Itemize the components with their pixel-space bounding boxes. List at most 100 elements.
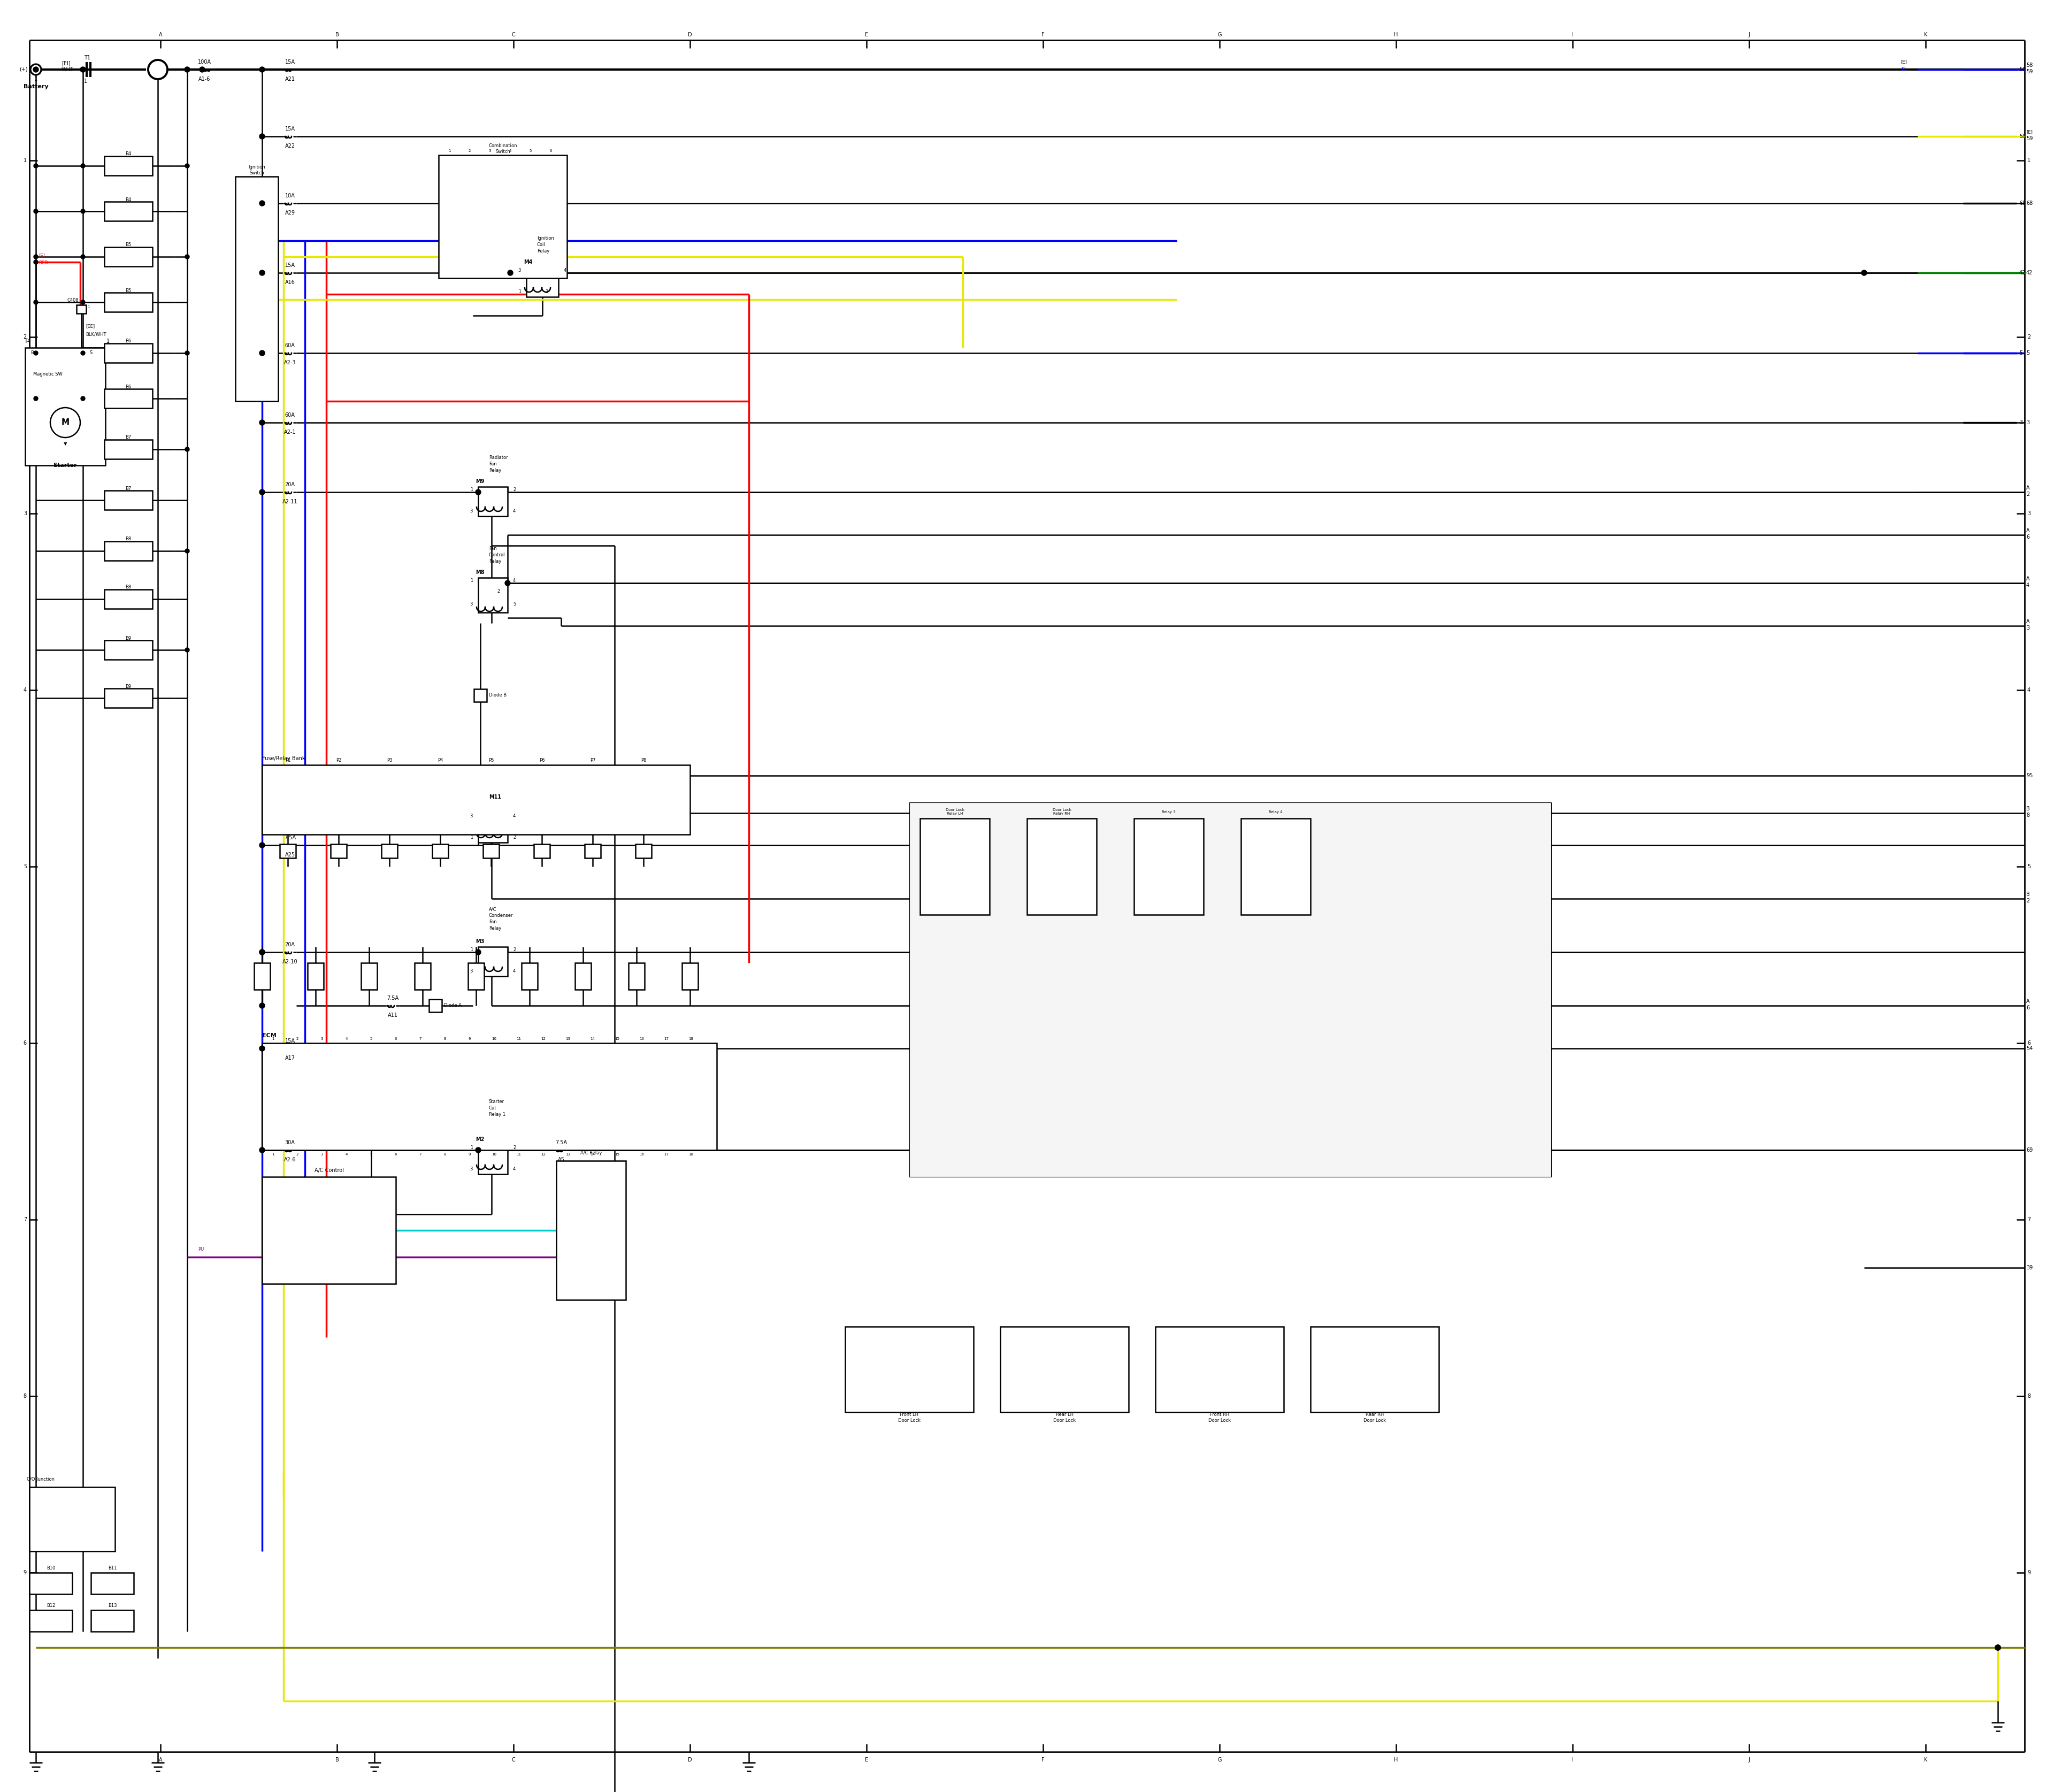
Circle shape xyxy=(477,1147,481,1152)
Text: B6: B6 xyxy=(125,339,131,344)
Text: 3: 3 xyxy=(489,149,491,152)
Text: B9: B9 xyxy=(125,685,131,688)
Text: 3: 3 xyxy=(518,267,522,272)
Bar xyxy=(479,814,507,842)
Bar xyxy=(1241,819,1310,914)
Bar xyxy=(910,803,1551,1177)
Text: A25: A25 xyxy=(286,853,296,858)
Text: 3: 3 xyxy=(470,814,472,819)
Circle shape xyxy=(259,271,265,276)
Text: 9: 9 xyxy=(23,1570,27,1575)
Text: 15A: 15A xyxy=(286,263,296,269)
Text: 1: 1 xyxy=(448,149,450,152)
Text: 1: 1 xyxy=(271,1152,273,1156)
Bar xyxy=(263,1043,717,1150)
Circle shape xyxy=(33,254,37,258)
Text: C: C xyxy=(511,32,516,38)
Circle shape xyxy=(185,548,189,554)
Bar xyxy=(105,156,152,176)
Bar xyxy=(1154,1326,1284,1412)
Circle shape xyxy=(185,254,189,258)
Text: A: A xyxy=(2025,998,2029,1004)
Circle shape xyxy=(80,210,84,213)
Text: 5: 5 xyxy=(2019,351,2023,357)
Bar xyxy=(25,348,105,466)
Circle shape xyxy=(1994,1645,2001,1650)
Circle shape xyxy=(259,1004,265,1009)
Text: E: E xyxy=(865,1758,869,1763)
Text: [EE]: [EE] xyxy=(86,324,94,328)
Bar xyxy=(331,844,347,858)
Text: 7.5A: 7.5A xyxy=(555,1140,567,1145)
Circle shape xyxy=(80,66,86,72)
Text: P2: P2 xyxy=(335,758,341,763)
Text: 59: 59 xyxy=(2025,136,2033,142)
Text: 3: 3 xyxy=(470,1167,472,1172)
Text: 39: 39 xyxy=(2025,1265,2033,1271)
Text: 3: 3 xyxy=(23,511,27,516)
Text: 6: 6 xyxy=(2025,1005,2029,1011)
Text: A: A xyxy=(2025,529,2029,534)
Text: 12: 12 xyxy=(540,1152,546,1156)
Bar xyxy=(29,1611,72,1631)
Text: 59: 59 xyxy=(2019,66,2025,72)
Text: 3: 3 xyxy=(320,1038,322,1041)
Text: Starter: Starter xyxy=(489,1100,505,1104)
Text: Relay: Relay xyxy=(489,926,501,932)
Text: 1: 1 xyxy=(84,79,86,84)
Text: 9: 9 xyxy=(468,1152,470,1156)
Text: M11: M11 xyxy=(489,794,501,799)
Circle shape xyxy=(185,163,189,168)
Text: Front LH
Door Lock: Front LH Door Lock xyxy=(898,1412,920,1423)
Text: 8: 8 xyxy=(444,1152,446,1156)
Text: F: F xyxy=(1041,1758,1045,1763)
Bar xyxy=(415,962,431,989)
Circle shape xyxy=(259,1147,265,1152)
Text: P1: P1 xyxy=(286,758,290,763)
Text: T4: T4 xyxy=(25,339,31,344)
Text: (+): (+) xyxy=(18,66,29,72)
Text: Battery: Battery xyxy=(23,84,49,90)
Text: A2-3: A2-3 xyxy=(283,360,296,366)
Text: K: K xyxy=(1925,32,1927,38)
Bar xyxy=(479,1145,507,1174)
Bar xyxy=(29,1487,115,1552)
Text: T1: T1 xyxy=(84,56,90,61)
Text: B8: B8 xyxy=(125,584,131,590)
Circle shape xyxy=(1994,1645,2001,1650)
Text: A/C Control: A/C Control xyxy=(314,1168,343,1174)
Circle shape xyxy=(33,210,37,213)
Bar xyxy=(105,541,152,561)
Text: 4: 4 xyxy=(2025,582,2029,588)
Text: 7: 7 xyxy=(23,1217,27,1222)
Text: B4: B4 xyxy=(125,152,131,156)
Text: Fan: Fan xyxy=(489,547,497,550)
Text: Ignition: Ignition xyxy=(536,235,555,240)
Text: S: S xyxy=(88,351,92,355)
Circle shape xyxy=(477,489,481,495)
Text: M9: M9 xyxy=(477,478,485,484)
Text: 15A: 15A xyxy=(286,1038,296,1043)
Bar xyxy=(263,765,690,835)
Text: B: B xyxy=(335,1758,339,1763)
Text: Door Lock
Relay RH: Door Lock Relay RH xyxy=(1052,808,1070,815)
Bar xyxy=(479,487,507,516)
Circle shape xyxy=(1861,271,1867,276)
Text: [E]: [E] xyxy=(39,253,45,258)
Text: 3: 3 xyxy=(2025,419,2029,425)
Text: P6: P6 xyxy=(538,758,544,763)
Text: 3: 3 xyxy=(470,968,472,973)
Text: Relay 3: Relay 3 xyxy=(1163,810,1175,814)
Text: M2: M2 xyxy=(477,1136,485,1142)
Text: BLK/WHT: BLK/WHT xyxy=(86,332,107,337)
Text: Cut: Cut xyxy=(489,1106,497,1111)
Text: 6: 6 xyxy=(2025,534,2029,539)
Text: B7: B7 xyxy=(125,435,131,441)
Text: BL: BL xyxy=(1902,66,1906,72)
Circle shape xyxy=(49,407,80,437)
Text: Ignition
Switch: Ignition Switch xyxy=(249,165,265,176)
Text: Fuse/Relay Bank: Fuse/Relay Bank xyxy=(263,756,306,762)
Text: 1: 1 xyxy=(470,487,472,491)
Text: A2-10: A2-10 xyxy=(281,959,298,964)
Circle shape xyxy=(33,396,37,401)
